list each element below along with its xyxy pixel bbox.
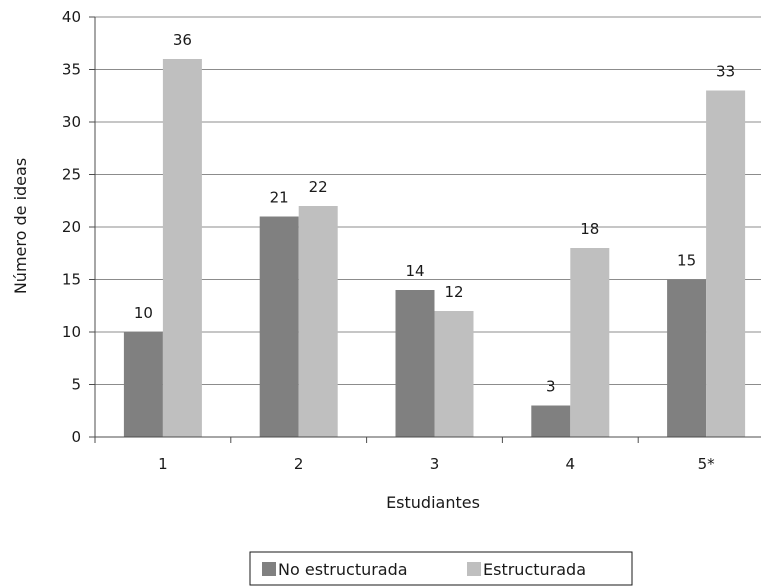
bar-estructurada — [570, 248, 610, 437]
x-tick-label: 5* — [698, 455, 716, 473]
legend-label: No estructurada — [278, 560, 408, 579]
data-label: 18 — [580, 220, 599, 238]
bar-estructurada — [434, 311, 474, 437]
y-tick-label: 10 — [62, 323, 81, 341]
x-tick-label: 1 — [158, 455, 168, 473]
data-labels: 10 36 21 22 14 12 3 18 15 33 — [134, 31, 735, 396]
y-tick-label: 5 — [71, 376, 81, 394]
legend: No estructurada Estructurada — [249, 551, 633, 586]
y-tick-label: 40 — [62, 8, 81, 26]
y-axis-title: Número de ideas — [11, 158, 30, 294]
bar-no-estructurada — [259, 216, 299, 437]
x-tick-label: 4 — [566, 455, 576, 473]
data-label: 14 — [405, 262, 424, 280]
data-label: 12 — [444, 283, 463, 301]
x-tick-label: 2 — [294, 455, 304, 473]
y-tick-label: 25 — [62, 166, 81, 184]
data-label: 15 — [677, 252, 696, 270]
data-label: 36 — [173, 31, 192, 49]
legend-swatch — [262, 562, 276, 576]
data-label: 21 — [270, 189, 289, 207]
y-tick-label: 35 — [62, 61, 81, 79]
legend-label: Estructurada — [483, 560, 586, 579]
bar-no-estructurada — [531, 405, 571, 437]
data-label: 3 — [546, 378, 556, 396]
y-tick-label: 30 — [62, 113, 81, 131]
bar-estructurada — [706, 90, 746, 437]
legend-box — [249, 551, 633, 586]
gridlines — [95, 16, 761, 385]
y-tick-label: 20 — [62, 218, 81, 236]
bar-no-estructurada — [123, 332, 163, 437]
bar-estructurada — [162, 59, 202, 437]
bar-no-estructurada — [395, 290, 435, 437]
x-tick-label: 3 — [430, 455, 440, 473]
x-axis-title: Estudiantes — [386, 493, 480, 512]
data-label: 33 — [716, 63, 735, 81]
bar-estructurada — [298, 206, 338, 437]
legend-swatch — [467, 562, 481, 576]
bar-no-estructurada — [667, 279, 707, 437]
y-tick-label: 15 — [62, 271, 81, 289]
y-tick-label: 0 — [71, 428, 81, 446]
data-label: 10 — [134, 304, 153, 322]
bars — [123, 59, 746, 437]
data-label: 22 — [309, 178, 328, 196]
